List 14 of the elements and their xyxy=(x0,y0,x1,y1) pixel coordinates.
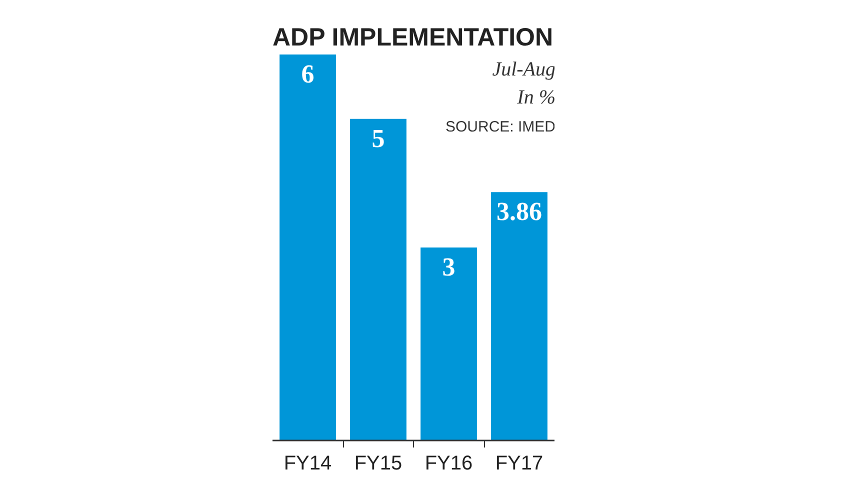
chart-title: ADP IMPLEMENTATION xyxy=(272,24,554,52)
data-label: 3.86 xyxy=(496,197,542,226)
data-label: 6 xyxy=(301,60,314,88)
x-tick-label: FY17 xyxy=(495,452,544,474)
annotation: SOURCE: IMED xyxy=(445,118,556,136)
bar xyxy=(350,118,406,440)
x-tick-label: FY16 xyxy=(424,452,473,474)
data-label: 5 xyxy=(372,124,385,153)
bar xyxy=(491,192,548,440)
x-tick-label: FY14 xyxy=(284,452,332,474)
data-label: 3 xyxy=(442,252,456,282)
bar xyxy=(280,54,336,440)
x-tick-label: FY15 xyxy=(354,452,402,474)
bar xyxy=(420,248,477,440)
